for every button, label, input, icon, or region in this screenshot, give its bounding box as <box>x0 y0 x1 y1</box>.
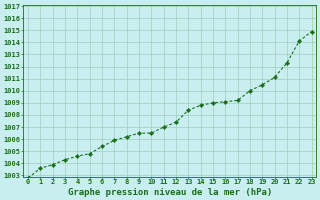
X-axis label: Graphe pression niveau de la mer (hPa): Graphe pression niveau de la mer (hPa) <box>68 188 272 197</box>
